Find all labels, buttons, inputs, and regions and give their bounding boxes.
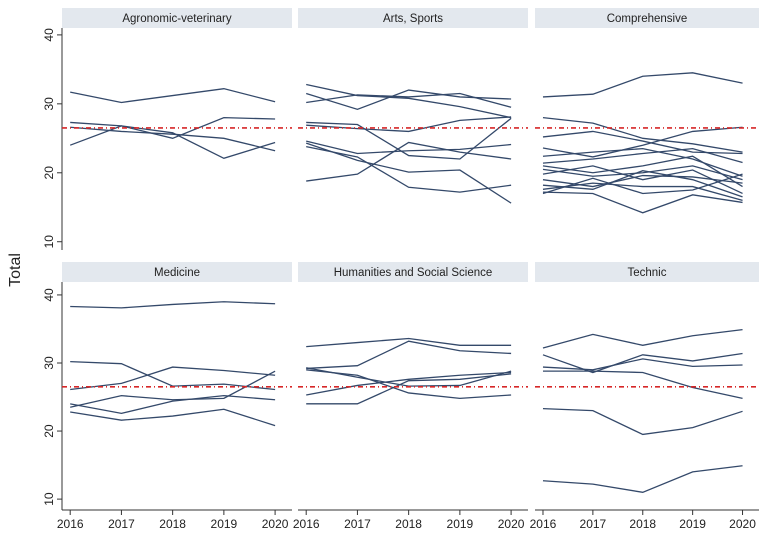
x-tick-label: 2016 xyxy=(530,517,557,531)
x-tick-label: 2019 xyxy=(447,517,474,531)
series-line xyxy=(70,88,276,104)
x-tick-label: 2016 xyxy=(293,517,320,531)
x-tick-label: 2020 xyxy=(498,517,525,531)
facet-strip xyxy=(535,8,759,28)
series-line xyxy=(542,147,743,177)
series-line xyxy=(542,165,743,181)
facet-title: Arts, Sports xyxy=(383,13,443,25)
y-tick-label: 30 xyxy=(42,356,56,370)
series-line xyxy=(542,182,743,201)
x-tick-label: 2020 xyxy=(262,517,289,531)
series-line xyxy=(69,125,276,159)
x-tick-label: 2020 xyxy=(729,517,756,531)
facet-title: Medicine xyxy=(154,267,200,279)
series-line xyxy=(70,126,276,152)
series-line xyxy=(70,370,276,408)
series-line xyxy=(306,337,512,348)
series-line xyxy=(306,145,512,193)
x-tick-label: 2019 xyxy=(679,517,706,531)
facet-strip xyxy=(62,262,292,282)
series-line xyxy=(306,92,512,108)
series-line xyxy=(542,173,743,195)
facet-strip xyxy=(62,8,292,28)
series-line xyxy=(542,407,743,436)
x-tick-label: 2017 xyxy=(344,517,371,531)
facet-title: Comprehensive xyxy=(607,13,688,25)
series-line xyxy=(542,358,743,371)
series-line xyxy=(70,395,276,415)
series-line xyxy=(542,155,743,188)
facet-strip xyxy=(535,262,759,282)
series-line xyxy=(305,142,512,204)
series-line xyxy=(306,89,512,111)
series-line xyxy=(306,340,512,370)
y-tick-label: 30 xyxy=(42,97,56,111)
facet-title: Agronomic-veterinary xyxy=(122,13,232,25)
y-tick-label: 20 xyxy=(42,424,56,438)
facet-title: Humanities and Social Science xyxy=(334,267,493,279)
series-line xyxy=(306,369,512,400)
facet-strip xyxy=(298,262,528,282)
x-tick-label: 2018 xyxy=(629,517,656,531)
facet-title: Technic xyxy=(628,267,667,279)
y-tick-label: 10 xyxy=(42,492,56,506)
y-tick-label: 10 xyxy=(42,235,56,249)
series-line xyxy=(542,174,743,188)
y-tick-label: 20 xyxy=(42,166,56,180)
y-axis-label: Total xyxy=(7,253,24,287)
series-line xyxy=(542,191,743,214)
y-tick-label: 40 xyxy=(42,28,56,42)
series-line xyxy=(306,116,512,133)
y-tick-label: 40 xyxy=(42,288,56,302)
series-line xyxy=(542,116,743,153)
series-line xyxy=(542,72,743,98)
series-line xyxy=(542,147,743,164)
series-line xyxy=(542,170,743,198)
facet-strip xyxy=(298,8,528,28)
series-line xyxy=(542,352,743,374)
series-line xyxy=(542,328,743,349)
x-tick-label: 2017 xyxy=(108,517,135,531)
series-line xyxy=(306,371,512,396)
series-line xyxy=(542,370,743,400)
series-line xyxy=(70,301,276,309)
x-tick-label: 2019 xyxy=(211,517,238,531)
x-tick-label: 2017 xyxy=(580,517,607,531)
x-tick-label: 2018 xyxy=(159,517,186,531)
series-line xyxy=(542,465,743,493)
series-line xyxy=(542,130,743,155)
x-tick-label: 2018 xyxy=(395,517,422,531)
series-line xyxy=(306,373,512,405)
series-line xyxy=(70,366,276,391)
series-line xyxy=(70,116,276,139)
series-line xyxy=(70,408,276,427)
series-line xyxy=(306,83,512,119)
series-line xyxy=(306,141,512,182)
series-line xyxy=(542,165,743,195)
series-line xyxy=(306,140,512,155)
series-line xyxy=(306,117,512,160)
x-tick-label: 2016 xyxy=(57,517,84,531)
